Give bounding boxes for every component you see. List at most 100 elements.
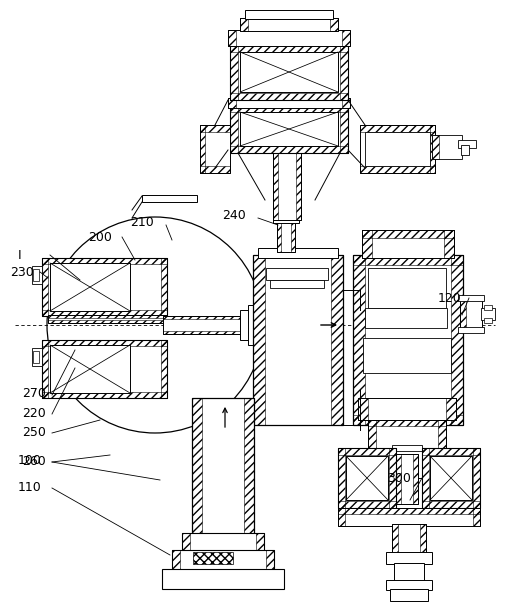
Bar bbox=[48, 315, 167, 323]
Bar bbox=[353, 255, 463, 425]
Bar bbox=[230, 146, 348, 153]
Bar bbox=[365, 308, 447, 328]
Bar bbox=[273, 148, 278, 220]
Bar bbox=[228, 30, 350, 46]
Bar bbox=[422, 501, 480, 508]
Bar bbox=[484, 305, 492, 310]
Bar bbox=[42, 340, 167, 346]
Bar bbox=[163, 316, 243, 334]
Bar bbox=[338, 508, 480, 526]
Bar bbox=[33, 269, 39, 281]
Bar bbox=[330, 18, 338, 31]
Bar bbox=[340, 45, 348, 100]
Bar bbox=[360, 125, 435, 132]
Bar bbox=[48, 320, 167, 323]
Bar bbox=[48, 315, 167, 318]
Bar bbox=[389, 448, 396, 508]
Text: I: I bbox=[18, 248, 22, 262]
Bar bbox=[338, 508, 480, 514]
Bar bbox=[362, 230, 454, 258]
Bar bbox=[277, 222, 281, 252]
Bar bbox=[193, 552, 233, 564]
Bar bbox=[245, 10, 333, 19]
Bar bbox=[338, 508, 345, 526]
Bar bbox=[277, 222, 295, 252]
Bar bbox=[368, 420, 446, 450]
Bar bbox=[273, 215, 299, 223]
Bar bbox=[432, 135, 462, 159]
Bar bbox=[230, 105, 348, 153]
Bar bbox=[33, 351, 39, 363]
Bar bbox=[363, 338, 451, 373]
Bar bbox=[42, 258, 48, 316]
Bar bbox=[484, 318, 492, 323]
Bar bbox=[200, 125, 205, 173]
Bar bbox=[392, 445, 422, 451]
Bar bbox=[422, 448, 480, 455]
Bar bbox=[432, 135, 439, 159]
Bar bbox=[444, 230, 454, 258]
Bar bbox=[42, 310, 167, 316]
Bar bbox=[42, 340, 48, 398]
Bar bbox=[353, 255, 365, 425]
Bar bbox=[353, 255, 463, 265]
Bar bbox=[273, 148, 301, 220]
Bar bbox=[365, 132, 430, 166]
Bar bbox=[446, 398, 456, 420]
Bar bbox=[50, 263, 130, 311]
Bar bbox=[438, 420, 446, 450]
Bar bbox=[331, 255, 343, 425]
Bar bbox=[270, 280, 324, 288]
Text: 210: 210 bbox=[130, 216, 154, 229]
Bar bbox=[266, 550, 274, 570]
Bar bbox=[230, 93, 348, 100]
Bar bbox=[338, 448, 345, 508]
Bar bbox=[430, 456, 472, 500]
Bar bbox=[458, 295, 484, 301]
Bar bbox=[481, 308, 495, 320]
Bar bbox=[422, 448, 429, 508]
Bar bbox=[458, 327, 484, 333]
Text: 230: 230 bbox=[10, 265, 34, 278]
Text: 240: 240 bbox=[222, 208, 246, 221]
Bar bbox=[192, 398, 202, 556]
Bar bbox=[42, 340, 167, 398]
Bar bbox=[388, 448, 426, 478]
Bar bbox=[340, 105, 348, 153]
Bar bbox=[182, 533, 264, 551]
Bar bbox=[42, 258, 167, 316]
Bar bbox=[386, 580, 432, 590]
Bar bbox=[230, 45, 348, 100]
Bar bbox=[228, 98, 350, 108]
Bar bbox=[42, 392, 167, 398]
Bar bbox=[342, 30, 350, 46]
Bar bbox=[163, 331, 243, 334]
Bar bbox=[274, 210, 298, 216]
Bar bbox=[256, 533, 264, 551]
Text: 220: 220 bbox=[22, 406, 46, 419]
Bar bbox=[172, 550, 180, 570]
Text: 250: 250 bbox=[22, 425, 46, 438]
Bar bbox=[368, 268, 446, 308]
Bar bbox=[244, 398, 254, 556]
Text: 200: 200 bbox=[88, 230, 112, 243]
Bar bbox=[413, 454, 418, 504]
Bar bbox=[230, 45, 348, 52]
Bar bbox=[291, 222, 295, 252]
Bar bbox=[240, 18, 248, 31]
Bar bbox=[172, 550, 274, 570]
Bar bbox=[422, 448, 480, 508]
Bar bbox=[358, 398, 368, 420]
Bar bbox=[473, 448, 480, 508]
Bar bbox=[230, 105, 348, 112]
Bar bbox=[240, 18, 338, 31]
Bar bbox=[460, 300, 466, 328]
Text: 260: 260 bbox=[22, 454, 46, 468]
Bar bbox=[420, 524, 426, 554]
Text: 100: 100 bbox=[18, 454, 42, 466]
Bar bbox=[473, 508, 480, 526]
Bar bbox=[32, 266, 42, 284]
Bar bbox=[338, 448, 396, 508]
Bar bbox=[42, 258, 167, 264]
Bar bbox=[228, 30, 236, 46]
